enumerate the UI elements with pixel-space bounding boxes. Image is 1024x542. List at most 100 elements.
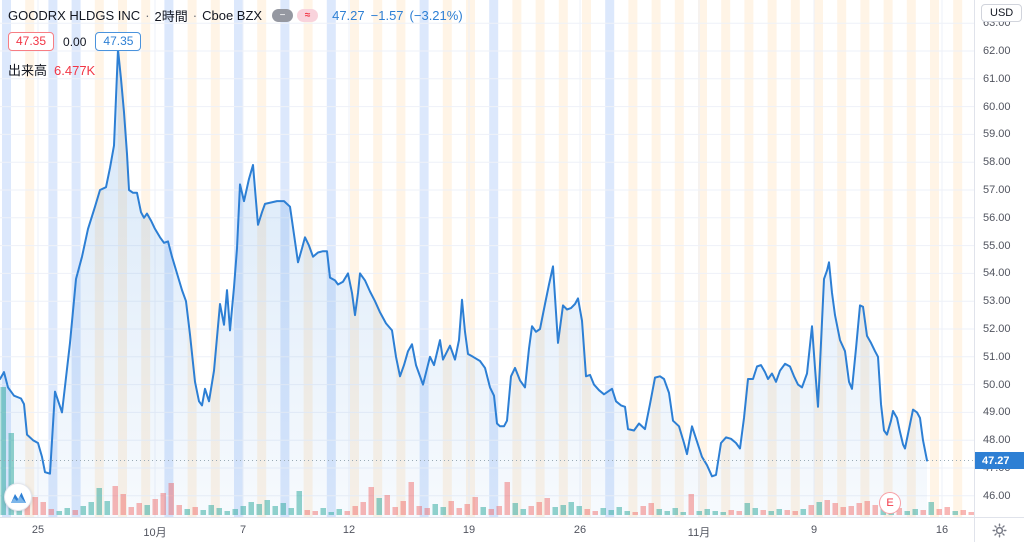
time-axis-label: 11月	[687, 527, 711, 539]
volume-bar	[224, 511, 230, 515]
price-axis-label: 52.00	[983, 323, 1011, 335]
volume-bar	[720, 512, 726, 515]
exchange-label[interactable]: Cboe BZX	[202, 8, 263, 23]
volume-value: 6.477K	[54, 63, 96, 79]
time-axis-label: 26	[573, 524, 587, 536]
price-axis-label: 58.00	[983, 156, 1011, 169]
volume-bar	[296, 491, 302, 515]
axis-settings-corner[interactable]	[974, 517, 1024, 542]
volume-label[interactable]: 出来高	[8, 63, 48, 79]
session-stripe	[512, 0, 522, 517]
volume-bar	[56, 511, 62, 515]
volume-bar	[648, 503, 654, 515]
session-stripe	[419, 0, 429, 517]
price-axis-label: 50.00	[983, 378, 1011, 391]
volume-bar	[568, 502, 574, 515]
volume-bar	[392, 507, 398, 515]
session-stripe	[582, 0, 591, 517]
session-stripe	[744, 0, 754, 517]
volume-bar	[112, 486, 118, 515]
currency-button[interactable]: USD	[981, 4, 1023, 22]
volume-bar	[32, 497, 38, 515]
session-stripe	[790, 0, 800, 517]
volume-bar	[752, 508, 758, 515]
volume-bar	[504, 482, 510, 515]
volume-bar	[904, 511, 910, 515]
chart-legend: GOODRX HLDGS INC · 2時間 · Cboe BZX − ≈ 47…	[8, 6, 463, 79]
session-stripe	[814, 0, 823, 517]
session-stripe	[396, 0, 406, 517]
volume-bar	[0, 387, 6, 515]
volume-bar	[808, 505, 814, 515]
volume-bar	[944, 507, 950, 515]
volume-bar	[424, 508, 430, 515]
symbol-title[interactable]: GOODRX HLDGS INC	[8, 8, 141, 23]
price-chart[interactable]	[0, 0, 974, 517]
volume-bar	[640, 506, 646, 515]
price-axis-label: 61.00	[983, 72, 1011, 85]
quote-change-percent: (−3.21%)	[409, 8, 463, 23]
delayed-data-icon[interactable]: ≈	[297, 9, 319, 22]
volume-bar	[216, 508, 222, 515]
area-fill	[0, 49, 927, 517]
volume-bar	[160, 493, 166, 515]
chart-type-button[interactable]	[4, 483, 32, 511]
volume-bar	[488, 509, 494, 515]
volume-bar	[704, 509, 710, 515]
volume-bar	[592, 511, 598, 515]
volume-bar	[656, 509, 662, 515]
price-axis-label: 59.00	[983, 128, 1011, 141]
volume-bar	[936, 509, 942, 515]
session-stripe	[535, 0, 545, 517]
session-stripe	[373, 0, 383, 517]
volume-bar	[448, 501, 454, 515]
volume-bar	[256, 504, 262, 515]
market-closed-icon[interactable]: −	[272, 9, 294, 22]
time-axis[interactable]: 25 10月 7 12 19 26 11月 9 16	[0, 517, 974, 542]
volume-bar	[552, 507, 558, 515]
volume-bar	[480, 507, 486, 515]
session-stripe	[25, 0, 35, 517]
volume-bar	[432, 504, 438, 515]
earnings-badge[interactable]: E	[879, 492, 901, 514]
volume-bar	[800, 509, 806, 515]
volume-bar	[864, 501, 870, 515]
session-stripe	[466, 0, 475, 517]
volume-bar	[232, 509, 238, 515]
volume-bar	[152, 499, 158, 515]
volume-bar	[360, 502, 366, 515]
volume-bar	[920, 510, 926, 515]
volume-bar	[624, 511, 630, 515]
session-stripe	[628, 0, 638, 517]
session-stripe	[767, 0, 777, 517]
session-stripe	[48, 0, 58, 517]
volume-bar	[144, 505, 150, 515]
volume-bar	[104, 501, 110, 515]
volume-bar	[896, 508, 902, 515]
volume-bar	[320, 508, 326, 515]
volume-bar	[264, 500, 270, 515]
price-axis-label: 48.00	[983, 434, 1011, 447]
settings-gear-icon[interactable]	[992, 522, 1007, 538]
volume-bar	[88, 502, 94, 515]
price-axis-label: 46.00	[983, 489, 1011, 502]
volume-bar	[688, 494, 694, 515]
volume-bar	[728, 510, 734, 515]
volume-bar	[408, 482, 414, 515]
volume-bar	[336, 509, 342, 515]
volume-bar	[376, 498, 382, 515]
session-stripe	[721, 0, 731, 517]
volume-bar	[736, 511, 742, 515]
session-stripe	[605, 0, 615, 517]
volume-bar	[8, 433, 14, 515]
interval-label[interactable]: 2時間	[154, 9, 188, 24]
session-stripe	[651, 0, 661, 517]
volume-bar	[680, 512, 686, 515]
volume-bar	[64, 508, 70, 515]
chart-canvas[interactable]: GOODRX HLDGS INC · 2時間 · Cboe BZX − ≈ 47…	[0, 0, 974, 517]
price-axis[interactable]: USD 47.27 63.00 62.00 61.00 60.00 59.00 58.00…	[974, 0, 1024, 517]
time-axis-label: 12	[342, 524, 356, 536]
time-axis-label: 10月	[143, 527, 167, 539]
volume-bar	[456, 508, 462, 515]
